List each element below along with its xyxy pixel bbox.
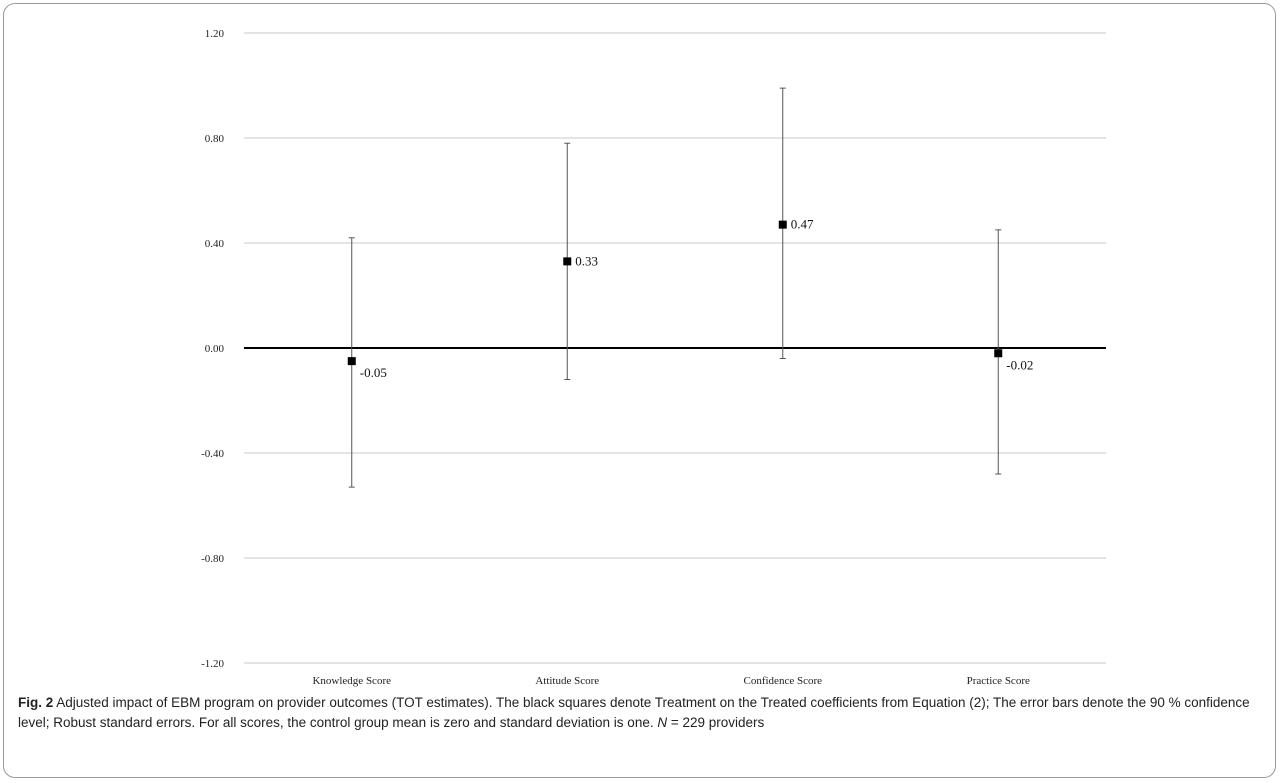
- y-tick-label: 0.80: [205, 133, 225, 145]
- x-category-label: Practice Score: [967, 675, 1030, 687]
- figure-frame: [3, 3, 1276, 778]
- caption-n-symbol: N: [657, 715, 668, 730]
- data-point-group: 0.47: [778, 87, 814, 359]
- data-point-group: -0.02: [994, 229, 1033, 475]
- data-point-group: 0.33: [563, 142, 598, 380]
- y-tick-label: -1.20: [201, 658, 224, 670]
- y-tick-label: 1.20: [205, 28, 225, 40]
- data-point-marker: [994, 349, 1003, 358]
- y-tick-label: 0.00: [205, 343, 225, 355]
- y-tick-label: -0.40: [201, 448, 224, 460]
- caption-text-2: = 229 providers: [667, 715, 765, 730]
- caption-text-1: Adjusted impact of EBM program on provid…: [18, 695, 1250, 730]
- x-axis-categories: Knowledge Score Attitude Score Confidence …: [312, 675, 1029, 687]
- data-label: 0.33: [575, 253, 598, 268]
- data-point-marker: [778, 220, 787, 229]
- figure-caption: Fig. 2 Adjusted impact of EBM program on…: [18, 693, 1258, 733]
- y-tick-label: -0.80: [201, 553, 224, 565]
- x-category-label: Knowledge Score: [312, 675, 391, 687]
- x-category-label: Attitude Score: [535, 675, 599, 687]
- caption-fig-label: Fig. 2: [18, 695, 54, 710]
- data-label: -0.05: [360, 365, 387, 380]
- y-axis-ticks: 1.20 0.80 0.40 0.00 -0.40 -0.80 -1.20: [201, 28, 224, 670]
- gridlines: [244, 32, 1106, 664]
- data-point-marker: [347, 357, 356, 366]
- data-point-group: -0.05: [347, 237, 387, 488]
- data-label: -0.02: [1006, 357, 1033, 372]
- chart-svg: 1.20 0.80 0.40 0.00 -0.40 -0.80 -1.20 -0.05 0.3…: [201, 28, 1106, 687]
- data-point-marker: [563, 257, 572, 266]
- y-tick-label: 0.40: [205, 238, 225, 250]
- data-label: 0.47: [791, 217, 814, 232]
- data-marks: -0.05 0.33 0.47 -0.02: [347, 87, 1033, 488]
- x-category-label: Confidence Score: [744, 675, 823, 687]
